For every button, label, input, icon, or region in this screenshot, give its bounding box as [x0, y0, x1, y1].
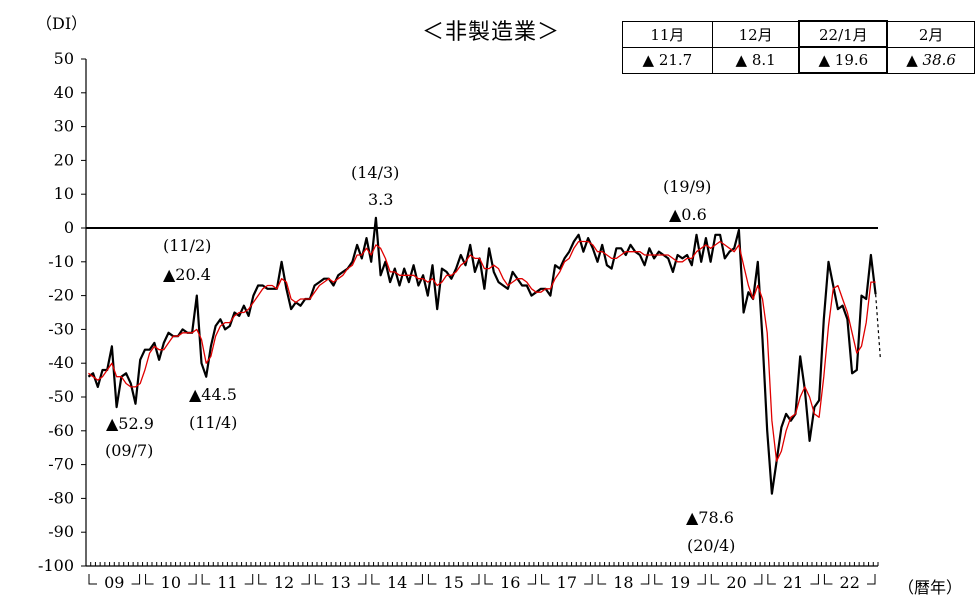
x-bracket-right [131, 574, 141, 585]
x-tick-label: 10 [161, 573, 181, 592]
annotation-1403-date: (14/3) [351, 163, 399, 182]
y-tick-label: -30 [48, 319, 74, 338]
x-bracket-right [357, 574, 367, 585]
summary-value-jan: ▲ 19.6 [798, 46, 889, 74]
y-tick-label: -80 [48, 488, 74, 507]
x-bracket-right [584, 574, 593, 585]
series-layer [87, 216, 881, 495]
y-tick-label: -20 [48, 286, 74, 305]
annotation-0907-value: ▲52.9 [106, 414, 154, 433]
y-axis: 50 40 30 20 10 0 -10 -20 -30 -40 -50 -60 -70 -80 -90 -1… [38, 49, 878, 575]
x-bracket-left [145, 574, 154, 585]
di-series-line [87, 216, 877, 495]
x-bracket-right [527, 574, 537, 585]
x-bracket-left [541, 574, 550, 585]
x-bracket-right [753, 574, 763, 585]
summary-header-row: 11月 12月 22/1月 2月 [622, 20, 975, 48]
annotation-1909-date: (19/9) [663, 177, 711, 196]
x-bracket-left [710, 574, 720, 585]
y-tick-label: -40 [48, 353, 74, 372]
x-tick-label: 17 [557, 573, 577, 592]
x-tick-label: 14 [387, 573, 407, 592]
summary-value-dec: ▲ 8.1 [711, 46, 800, 74]
x-tick-label: 12 [274, 573, 294, 592]
summary-value-feb: ▲ 38.6 [886, 46, 975, 74]
annotation-2004-value: ▲78.6 [686, 508, 734, 527]
annotation-1104-value: ▲44.5 [189, 385, 237, 404]
x-bracket-left [88, 574, 97, 585]
x-bracket-left [258, 574, 267, 585]
summary-value-row: ▲ 21.7 ▲ 8.1 ▲ 19.6 ▲ 38.6 [622, 46, 975, 74]
y-tick-label: 30 [54, 117, 74, 136]
x-bracket-right [640, 574, 650, 585]
x-tick-label: 16 [500, 573, 520, 592]
y-tick-label: -50 [48, 387, 74, 406]
x-tick-label: 20 [726, 573, 746, 592]
y-tick-label: 40 [54, 83, 74, 102]
x-bracket-right [867, 574, 876, 585]
x-bracket-left [823, 574, 833, 585]
x-tick-label: 18 [613, 573, 633, 592]
x-bracket-left [371, 574, 380, 585]
annotation-0907-date: (09/7) [105, 441, 153, 460]
x-tick-label: 09 [104, 573, 124, 592]
y-tick-label: 50 [54, 49, 74, 68]
x-axis: 09 10 11 12 13 14 15 16 17 18 19 20 21 22 [85, 562, 879, 592]
annotation-1102-value: ▲20.4 [163, 265, 211, 284]
annotation-1104-date: (11/4) [189, 413, 237, 432]
x-bracket-left [201, 574, 211, 585]
x-bracket-right [301, 574, 310, 585]
y-tick-label: 0 [64, 218, 74, 237]
summary-header-feb: 2月 [886, 20, 975, 48]
x-bracket-left [654, 574, 663, 585]
summary-value-nov: ▲ 21.7 [622, 46, 713, 74]
y-tick-label: 20 [54, 150, 74, 169]
x-bracket-right [471, 574, 480, 585]
annotation-1403-value: 3.3 [368, 190, 393, 209]
x-bracket-left [427, 574, 437, 585]
y-axis-unit-label: （DI） [36, 14, 88, 33]
x-tick-label: 13 [330, 573, 350, 592]
x-tick-label: 11 [217, 573, 237, 592]
y-tick-label: -10 [48, 252, 74, 271]
x-tick-label: 19 [670, 573, 690, 592]
y-tick-label: -100 [38, 556, 74, 575]
x-tick-label: 21 [783, 573, 803, 592]
x-bracket-right [697, 574, 706, 585]
x-bracket-right [244, 574, 254, 585]
y-tick-label: -90 [48, 522, 74, 541]
summary-header-jan: 22/1月 [798, 20, 889, 48]
annotation-layer: ▲52.9 (09/7) (11/2) ▲20.4 ▲44.5 (11/4) (… [105, 163, 735, 555]
x-axis-unit-label: （暦年） [898, 578, 963, 597]
x-bracket-right [414, 574, 423, 585]
x-bracket-left [484, 574, 493, 585]
y-tick-label: -70 [48, 455, 74, 474]
annotation-2004-date: (20/4) [687, 536, 735, 555]
x-bracket-right [188, 574, 197, 585]
x-tick-label: 22 [840, 573, 860, 592]
di-series-projection [875, 294, 881, 359]
y-tick-label: -60 [48, 421, 74, 440]
x-tick-label: 15 [444, 573, 464, 592]
chart-title: ＜非製造業＞ [422, 20, 561, 45]
annotation-1909-value: ▲0.6 [669, 205, 707, 224]
x-bracket-left [767, 574, 776, 585]
summary-table: 11月 12月 22/1月 2月 ▲ 21.7 ▲ 8.1 ▲ 19.6 ▲ 3… [622, 20, 975, 74]
x-bracket-left [314, 574, 324, 585]
moving-average-line [88, 240, 876, 462]
x-bracket-left [597, 574, 607, 585]
y-tick-label: 10 [54, 184, 74, 203]
x-bracket-right [810, 574, 819, 585]
annotation-1102-date: (11/2) [163, 236, 211, 255]
